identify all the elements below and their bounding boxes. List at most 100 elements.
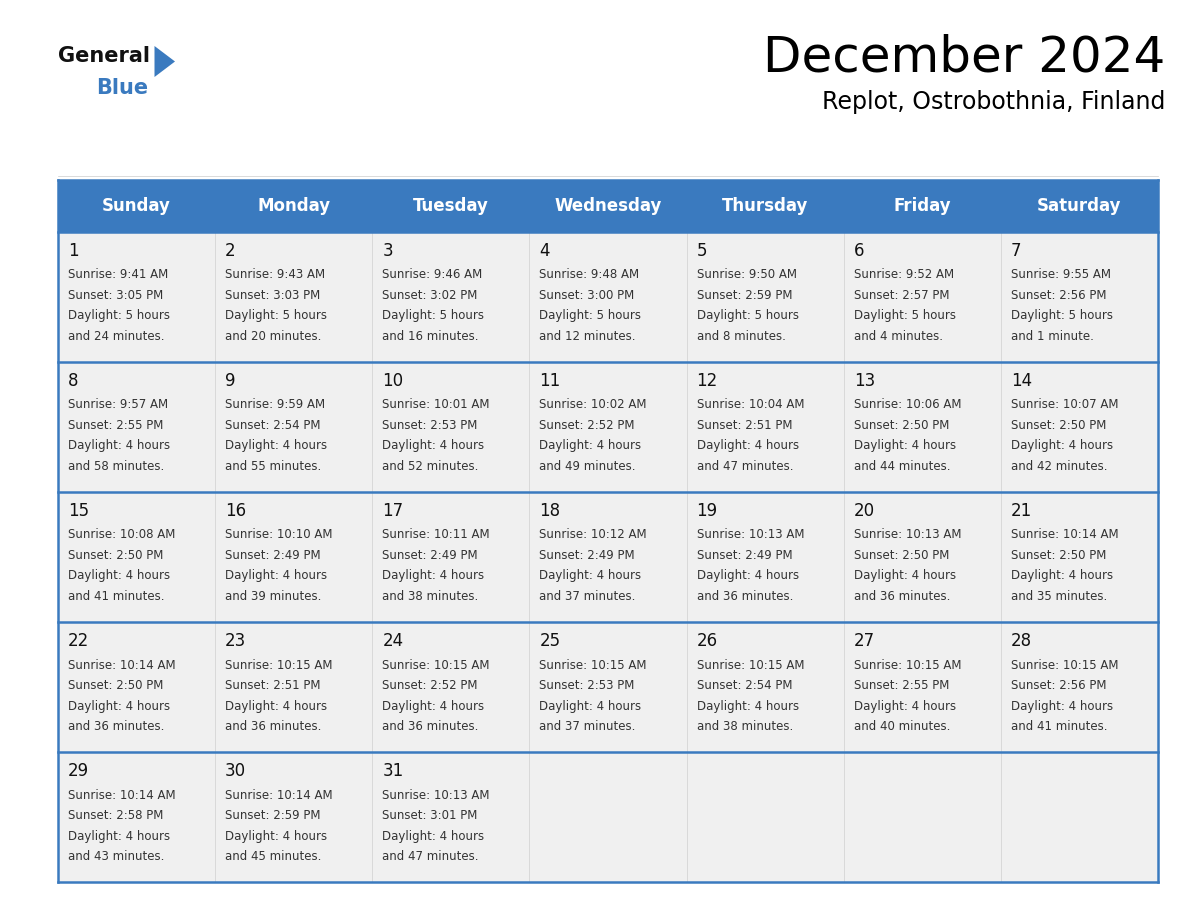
Text: 5: 5 [696, 242, 707, 260]
Text: Sunset: 2:50 PM: Sunset: 2:50 PM [1011, 419, 1106, 432]
Text: 2: 2 [226, 242, 235, 260]
Text: Sunrise: 10:04 AM: Sunrise: 10:04 AM [696, 398, 804, 411]
Text: and 36 minutes.: and 36 minutes. [226, 720, 322, 733]
Text: 31: 31 [383, 762, 404, 780]
Text: Wednesday: Wednesday [555, 197, 662, 215]
Text: Sunrise: 10:15 AM: Sunrise: 10:15 AM [226, 658, 333, 671]
Text: Friday: Friday [893, 197, 952, 215]
Text: 30: 30 [226, 762, 246, 780]
Text: Daylight: 4 hours: Daylight: 4 hours [1011, 569, 1113, 583]
Text: and 36 minutes.: and 36 minutes. [383, 720, 479, 733]
Text: 15: 15 [68, 502, 89, 520]
Text: Sunset: 2:55 PM: Sunset: 2:55 PM [854, 679, 949, 692]
Text: 4: 4 [539, 242, 550, 260]
Text: Daylight: 4 hours: Daylight: 4 hours [68, 440, 170, 453]
Text: 3: 3 [383, 242, 393, 260]
Text: Sunrise: 10:14 AM: Sunrise: 10:14 AM [1011, 529, 1118, 542]
Text: Sunrise: 9:57 AM: Sunrise: 9:57 AM [68, 398, 169, 411]
Polygon shape [154, 46, 175, 77]
Text: Sunset: 3:01 PM: Sunset: 3:01 PM [383, 809, 478, 822]
Text: Sunrise: 10:14 AM: Sunrise: 10:14 AM [226, 789, 333, 801]
Text: Sunset: 2:49 PM: Sunset: 2:49 PM [383, 549, 478, 562]
Bar [58, 492, 1158, 622]
Text: Sunset: 3:00 PM: Sunset: 3:00 PM [539, 289, 634, 302]
Text: 21: 21 [1011, 502, 1032, 520]
Text: Sunrise: 10:01 AM: Sunrise: 10:01 AM [383, 398, 489, 411]
Text: Sunrise: 9:48 AM: Sunrise: 9:48 AM [539, 268, 639, 282]
Text: Daylight: 4 hours: Daylight: 4 hours [1011, 440, 1113, 453]
Text: Daylight: 4 hours: Daylight: 4 hours [696, 569, 798, 583]
Text: Sunrise: 9:55 AM: Sunrise: 9:55 AM [1011, 268, 1111, 282]
Text: Sunset: 3:02 PM: Sunset: 3:02 PM [383, 289, 478, 302]
Text: Sunrise: 10:15 AM: Sunrise: 10:15 AM [854, 658, 961, 671]
Text: and 36 minutes.: and 36 minutes. [68, 720, 164, 733]
Text: 22: 22 [68, 632, 89, 650]
Text: Sunrise: 9:52 AM: Sunrise: 9:52 AM [854, 268, 954, 282]
Text: and 1 minute.: and 1 minute. [1011, 330, 1094, 343]
Text: and 40 minutes.: and 40 minutes. [854, 720, 950, 733]
Text: and 55 minutes.: and 55 minutes. [226, 460, 322, 473]
Text: 23: 23 [226, 632, 246, 650]
Text: Sunrise: 10:06 AM: Sunrise: 10:06 AM [854, 398, 961, 411]
Text: and 45 minutes.: and 45 minutes. [226, 850, 322, 863]
Text: Sunset: 2:54 PM: Sunset: 2:54 PM [696, 679, 792, 692]
Text: and 37 minutes.: and 37 minutes. [539, 720, 636, 733]
Text: Daylight: 4 hours: Daylight: 4 hours [383, 440, 485, 453]
Text: Sunset: 2:49 PM: Sunset: 2:49 PM [226, 549, 321, 562]
Text: 28: 28 [1011, 632, 1032, 650]
Text: Daylight: 4 hours: Daylight: 4 hours [226, 569, 327, 583]
Text: Sunset: 2:59 PM: Sunset: 2:59 PM [226, 809, 321, 822]
Text: Sunset: 2:50 PM: Sunset: 2:50 PM [854, 419, 949, 432]
Text: 17: 17 [383, 502, 404, 520]
Text: and 8 minutes.: and 8 minutes. [696, 330, 785, 343]
Text: 25: 25 [539, 632, 561, 650]
Text: and 44 minutes.: and 44 minutes. [854, 460, 950, 473]
Text: Daylight: 4 hours: Daylight: 4 hours [854, 440, 956, 453]
Text: Sunset: 2:50 PM: Sunset: 2:50 PM [854, 549, 949, 562]
Text: 6: 6 [854, 242, 864, 260]
Text: Sunset: 2:50 PM: Sunset: 2:50 PM [68, 679, 164, 692]
Text: 9: 9 [226, 372, 235, 390]
Text: 29: 29 [68, 762, 89, 780]
Text: and 38 minutes.: and 38 minutes. [696, 720, 792, 733]
Text: Sunrise: 10:08 AM: Sunrise: 10:08 AM [68, 529, 176, 542]
Text: Daylight: 4 hours: Daylight: 4 hours [539, 700, 642, 712]
Text: and 47 minutes.: and 47 minutes. [696, 460, 794, 473]
Text: 13: 13 [854, 372, 876, 390]
Text: 1: 1 [68, 242, 78, 260]
Text: Daylight: 4 hours: Daylight: 4 hours [854, 569, 956, 583]
Text: Daylight: 4 hours: Daylight: 4 hours [854, 700, 956, 712]
Text: 7: 7 [1011, 242, 1022, 260]
Text: 20: 20 [854, 502, 874, 520]
Text: 10: 10 [383, 372, 404, 390]
Text: and 38 minutes.: and 38 minutes. [383, 590, 479, 603]
Text: 16: 16 [226, 502, 246, 520]
Text: and 39 minutes.: and 39 minutes. [226, 590, 322, 603]
Text: Thursday: Thursday [722, 197, 808, 215]
Text: Daylight: 5 hours: Daylight: 5 hours [68, 309, 170, 322]
Text: 19: 19 [696, 502, 718, 520]
Text: Sunrise: 10:14 AM: Sunrise: 10:14 AM [68, 658, 176, 671]
Text: Sunrise: 9:59 AM: Sunrise: 9:59 AM [226, 398, 326, 411]
Text: Sunrise: 10:02 AM: Sunrise: 10:02 AM [539, 398, 647, 411]
Text: and 43 minutes.: and 43 minutes. [68, 850, 164, 863]
Text: Sunset: 2:57 PM: Sunset: 2:57 PM [854, 289, 949, 302]
Text: Daylight: 4 hours: Daylight: 4 hours [68, 569, 170, 583]
Text: 11: 11 [539, 372, 561, 390]
Text: and 41 minutes.: and 41 minutes. [68, 590, 164, 603]
Text: Daylight: 4 hours: Daylight: 4 hours [226, 830, 327, 843]
Text: 12: 12 [696, 372, 718, 390]
Text: and 41 minutes.: and 41 minutes. [1011, 720, 1107, 733]
Text: and 24 minutes.: and 24 minutes. [68, 330, 164, 343]
Text: Sunrise: 10:15 AM: Sunrise: 10:15 AM [696, 658, 804, 671]
Text: Daylight: 4 hours: Daylight: 4 hours [539, 569, 642, 583]
Text: and 36 minutes.: and 36 minutes. [696, 590, 792, 603]
Bar [58, 752, 1158, 882]
Bar [58, 622, 1158, 752]
Text: Replot, Ostrobothnia, Finland: Replot, Ostrobothnia, Finland [822, 90, 1165, 114]
Text: Tuesday: Tuesday [413, 197, 488, 215]
Text: and 49 minutes.: and 49 minutes. [539, 460, 636, 473]
Text: Sunrise: 10:12 AM: Sunrise: 10:12 AM [539, 529, 647, 542]
Text: Daylight: 5 hours: Daylight: 5 hours [696, 309, 798, 322]
Text: Monday: Monday [257, 197, 330, 215]
